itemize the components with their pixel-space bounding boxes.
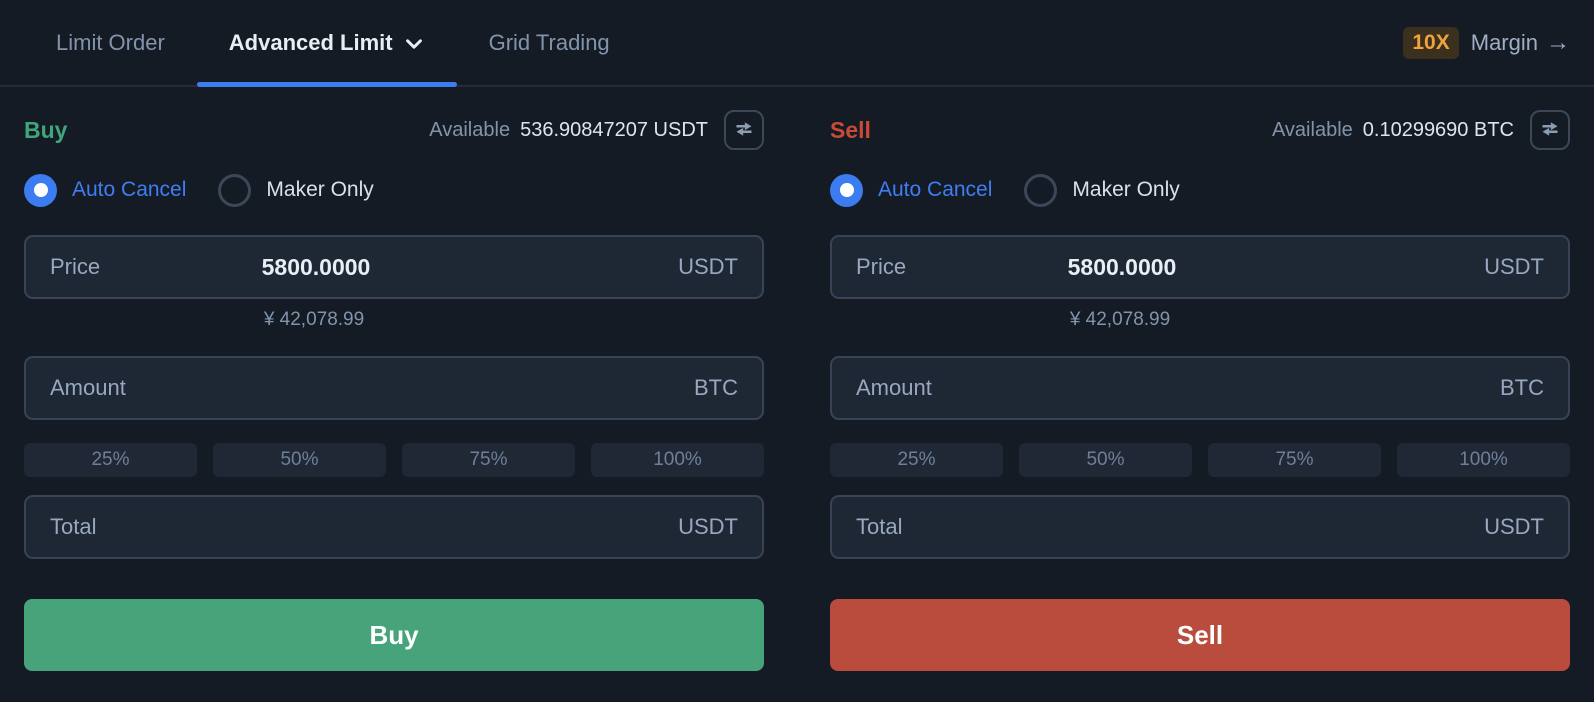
buy-fiat-hint-row: ¥ 42,078.99 [24,309,764,331]
percent-100-button[interactable]: 100% [591,443,764,477]
total-placeholder: Total [50,514,97,539]
buy-submit-button[interactable]: Buy [24,599,764,671]
buy-percent-row: 25% 50% 75% 100% [24,443,764,477]
price-unit: USDT [1484,254,1544,279]
radio-auto-cancel[interactable]: Auto Cancel [24,173,187,207]
transfer-button[interactable] [724,110,764,150]
trade-panels: Buy Available 536.90847207 USDT Auto Ca [0,87,1594,671]
margin-label: Margin [1470,29,1538,55]
buy-panel-header: Buy Available 536.90847207 USDT [24,107,764,153]
price-unit: USDT [678,254,738,279]
buy-panel-title: Buy [24,116,68,143]
price-value: 5800.0000 [261,253,371,280]
sell-panel-header: Sell Available 0.10299690 BTC [830,107,1570,153]
tab-grid-trading-label: Grid Trading [488,29,610,55]
sell-price-field[interactable]: Price 5800.0000 USDT [830,235,1570,299]
available-label: Available [1271,118,1353,141]
price-label: Price [856,254,907,279]
radio-unselected-icon [1024,173,1058,207]
order-type-tabs: Limit Order Advanced Limit Grid Trading [24,0,642,87]
available-value: 0.10299690 BTC [1362,118,1514,141]
radio-auto-cancel-label: Auto Cancel [72,178,187,201]
sell-available-balance: Available 0.10299690 BTC [1272,110,1570,150]
percent-25-button[interactable]: 25% [24,443,197,477]
radio-selected-icon [830,173,863,207]
available-label: Available [429,118,511,141]
percent-50-button[interactable]: 50% [213,443,386,477]
price-label: Price [50,254,101,279]
percent-75-button[interactable]: 75% [402,443,575,477]
chevron-down-icon [403,33,425,55]
radio-unselected-icon [218,173,252,207]
hint-spacer [854,309,974,331]
radio-maker-only-label: Maker Only [1072,178,1180,201]
margin-link[interactable]: Margin → [1471,29,1570,57]
buy-amount-field[interactable]: Amount BTC [24,356,764,420]
percent-25-button[interactable]: 25% [830,443,1003,477]
tab-limit-order-label: Limit Order [56,29,165,55]
transfer-icon [1540,119,1560,142]
radio-maker-only[interactable]: Maker Only [218,173,374,207]
total-placeholder: Total [856,514,903,539]
amount-placeholder: Amount [50,375,126,400]
amount-unit: BTC [694,375,738,400]
percent-75-button[interactable]: 75% [1208,443,1381,477]
order-type-tabbar: Limit Order Advanced Limit Grid Trading … [0,0,1594,87]
radio-maker-only-label: Maker Only [266,178,374,201]
tab-grid-trading[interactable]: Grid Trading [457,0,642,85]
radio-maker-only[interactable]: Maker Only [1024,173,1180,207]
sell-fiat-hint-row: ¥ 42,078.99 [830,309,1570,331]
percent-50-button[interactable]: 50% [1019,443,1192,477]
radio-auto-cancel[interactable]: Auto Cancel [830,173,993,207]
sell-total-field[interactable]: Total USDT [830,495,1570,559]
arrow-right-icon: → [1546,28,1570,56]
radio-auto-cancel-label: Auto Cancel [878,178,993,201]
hint-spacer [48,309,168,331]
fiat-estimate: ¥ 42,078.99 [263,309,365,330]
buy-total-field[interactable]: Total USDT [24,495,764,559]
radio-selected-icon [24,173,57,207]
sell-panel: Sell Available 0.10299690 BTC Auto Canc [830,87,1570,671]
buy-price-field[interactable]: Price 5800.0000 USDT [24,235,764,299]
tab-advanced-limit[interactable]: Advanced Limit [196,0,457,87]
tab-limit-order[interactable]: Limit Order [24,0,197,85]
buy-order-options: Auto Cancel Maker Only [24,173,764,207]
transfer-icon [734,119,754,142]
sell-percent-row: 25% 50% 75% 100% [830,443,1570,477]
transfer-button[interactable] [1530,110,1570,150]
sell-order-options: Auto Cancel Maker Only [830,173,1570,207]
total-unit: USDT [678,514,738,539]
buy-available-balance: Available 536.90847207 USDT [429,110,764,150]
tab-advanced-limit-label: Advanced Limit [228,29,393,55]
sell-panel-title: Sell [830,116,871,143]
percent-100-button[interactable]: 100% [1397,443,1570,477]
buy-panel: Buy Available 536.90847207 USDT Auto Ca [24,87,764,671]
total-unit: USDT [1484,514,1544,539]
amount-unit: BTC [1500,375,1544,400]
margin-area: 10X Margin → [1403,0,1570,85]
amount-placeholder: Amount [856,375,932,400]
sell-amount-field[interactable]: Amount BTC [830,356,1570,420]
price-value: 5800.0000 [1067,253,1177,280]
available-value: 536.90847207 USDT [520,118,708,141]
sell-submit-button[interactable]: Sell [830,599,1570,671]
leverage-badge: 10X [1403,26,1459,59]
fiat-estimate: ¥ 42,078.99 [1069,309,1171,330]
